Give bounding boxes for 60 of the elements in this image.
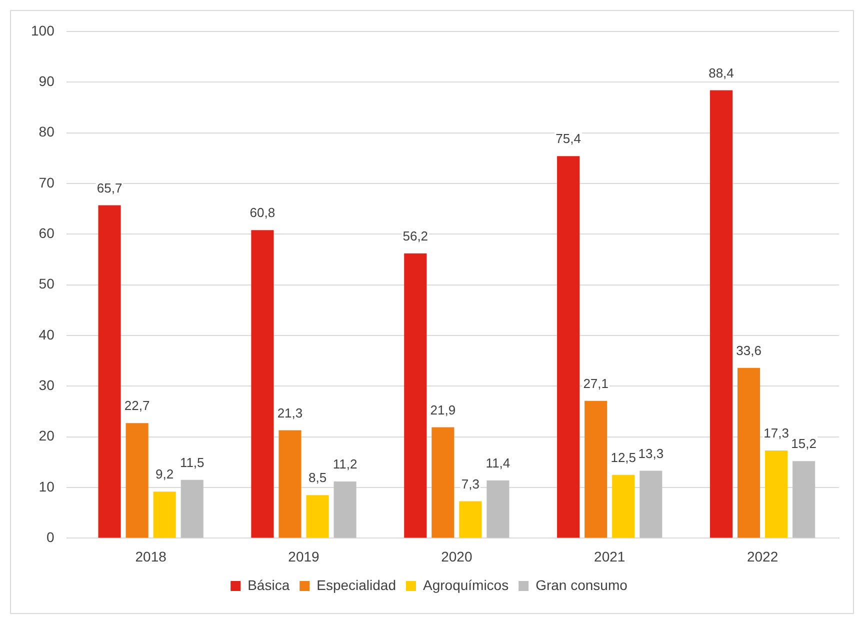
bar xyxy=(612,474,635,538)
y-tick-label: 50 xyxy=(38,276,55,292)
bar xyxy=(710,90,733,538)
data-label: 21,9 xyxy=(430,402,456,418)
data-label: 12,5 xyxy=(610,450,636,465)
bar xyxy=(432,427,454,538)
data-label: 60,8 xyxy=(250,205,276,220)
y-tick-label: 30 xyxy=(38,377,55,394)
data-label: 7,3 xyxy=(461,476,480,492)
data-label: 33,6 xyxy=(736,342,762,358)
y-tick-label: 10 xyxy=(38,478,55,494)
x-tick-label: 2019 xyxy=(288,548,320,564)
data-label: 11,2 xyxy=(332,456,358,472)
bar xyxy=(459,501,482,538)
x-tick-label: 2022 xyxy=(746,548,778,564)
data-label: 11,4 xyxy=(486,456,510,471)
data-label: 8,5 xyxy=(308,470,327,486)
bar xyxy=(765,450,788,538)
bar xyxy=(557,156,580,538)
data-label: 27,1 xyxy=(583,376,608,391)
bar xyxy=(737,368,760,538)
y-tick-label: 80 xyxy=(38,124,55,140)
data-label: 21,3 xyxy=(277,405,303,420)
data-label: 15,2 xyxy=(791,436,816,452)
bar xyxy=(251,230,274,538)
bar xyxy=(640,470,662,538)
data-label: 9,2 xyxy=(156,466,174,482)
bar xyxy=(126,423,148,538)
bar xyxy=(792,461,816,538)
bar xyxy=(306,495,329,538)
legend-label: Gran consumo xyxy=(536,576,628,593)
data-label: 75,4 xyxy=(556,131,581,146)
bar xyxy=(153,492,176,538)
x-tick-label: 2021 xyxy=(594,548,626,564)
x-tick-label: 2018 xyxy=(135,548,167,564)
bar xyxy=(278,430,302,538)
y-tick-label: 60 xyxy=(38,224,55,241)
y-tick-label: 20 xyxy=(38,428,55,444)
y-tick-label: 0 xyxy=(46,529,55,546)
legend-label: Agroquímicos xyxy=(422,576,509,593)
data-label: 17,3 xyxy=(764,426,789,441)
data-label: 88,4 xyxy=(708,65,734,80)
x-tick-label: 2020 xyxy=(441,548,472,564)
y-tick-label: 100 xyxy=(31,22,55,38)
bar xyxy=(334,481,356,538)
data-label: 56,2 xyxy=(402,228,428,244)
y-tick-label: 40 xyxy=(38,326,55,342)
bar xyxy=(180,480,204,538)
data-label: 22,7 xyxy=(124,398,150,414)
data-label: 65,7 xyxy=(96,180,122,196)
legend-label: Básica xyxy=(248,576,290,593)
legend-label: Especialidad xyxy=(316,576,396,593)
bar xyxy=(98,205,121,538)
y-tick-label: 70 xyxy=(38,174,55,190)
bar xyxy=(404,253,427,538)
bar xyxy=(584,400,608,538)
data-label: 13,3 xyxy=(638,446,664,461)
data-label: 11,5 xyxy=(180,454,204,470)
bar xyxy=(486,480,510,538)
y-tick-label: 90 xyxy=(38,72,55,89)
